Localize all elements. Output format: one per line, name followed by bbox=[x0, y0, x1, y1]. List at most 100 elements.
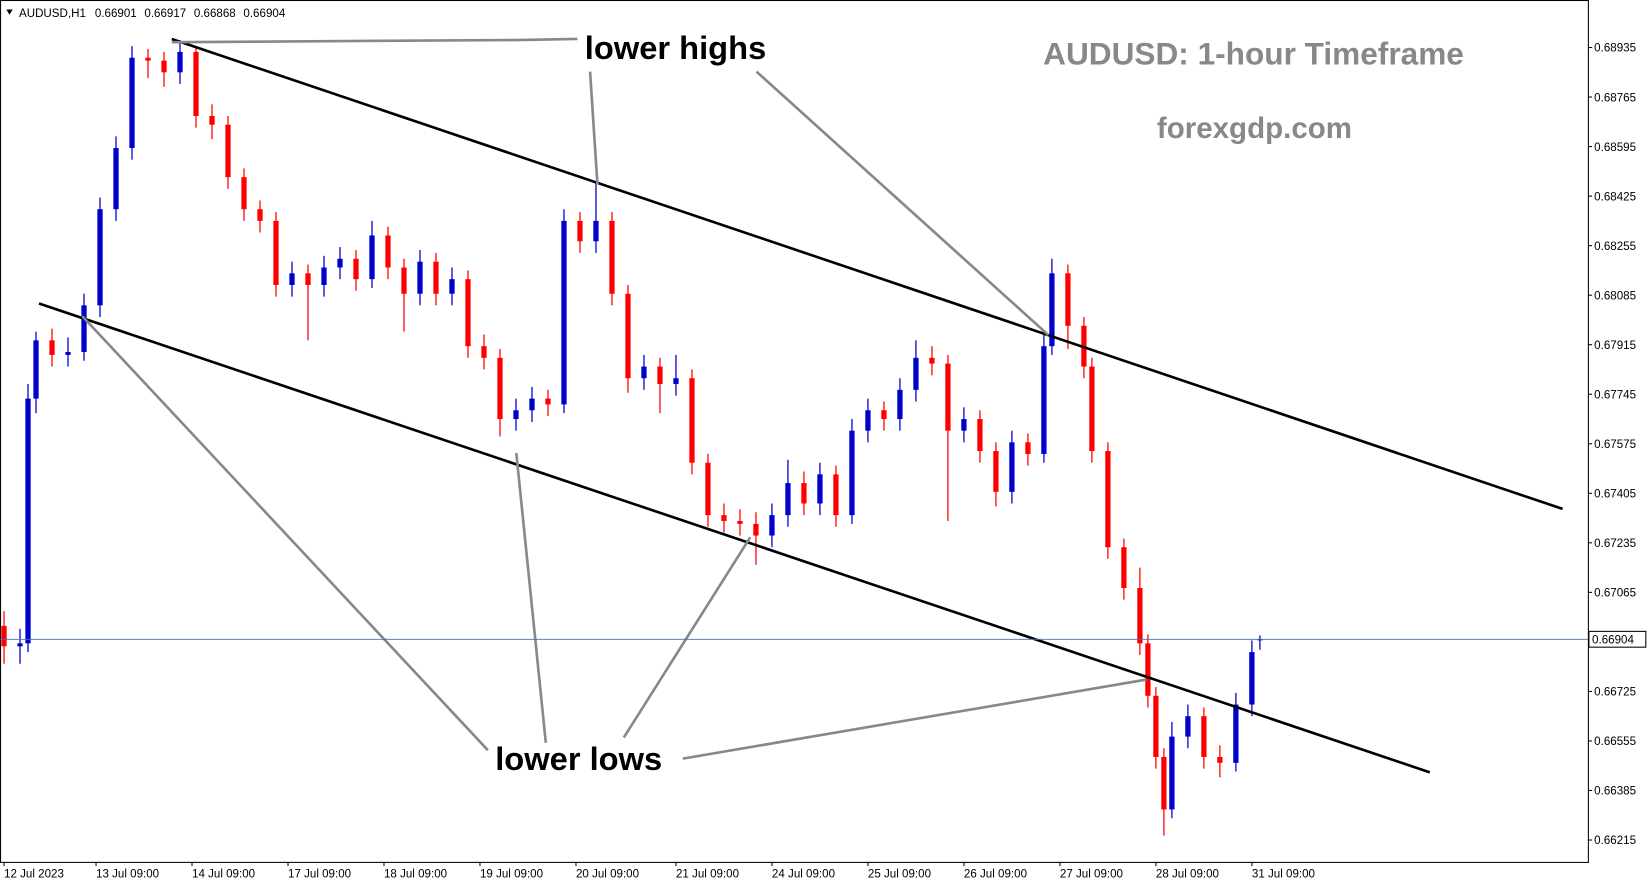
candle-body bbox=[177, 51, 183, 73]
header-open: 0.66901 bbox=[95, 8, 137, 20]
y-tick-label: 0.66215 bbox=[1594, 835, 1636, 847]
pointer-line bbox=[755, 70, 1050, 337]
candle-body bbox=[1025, 442, 1031, 454]
y-tick-label: 0.67915 bbox=[1594, 340, 1636, 352]
candle-body bbox=[81, 305, 87, 352]
candle-body bbox=[577, 220, 583, 242]
y-tick-label: 0.67065 bbox=[1594, 588, 1636, 600]
pointer-line bbox=[622, 536, 752, 739]
candle-body bbox=[513, 410, 519, 420]
candle-body bbox=[641, 366, 647, 379]
candle-body bbox=[849, 430, 855, 516]
candle-body bbox=[801, 483, 807, 504]
candle-body bbox=[209, 115, 215, 125]
candle-body bbox=[465, 279, 471, 347]
candle-body bbox=[385, 235, 391, 268]
pointer-line bbox=[588, 71, 599, 185]
candle-body bbox=[817, 474, 823, 504]
candle-body bbox=[961, 419, 967, 431]
candle-body bbox=[673, 378, 679, 385]
annotation: lower highs bbox=[585, 29, 766, 66]
candle-body bbox=[1, 625, 7, 647]
candle-body bbox=[129, 57, 135, 149]
candle-body bbox=[705, 462, 711, 516]
upper-trendline bbox=[171, 37, 1563, 511]
candle-body bbox=[1105, 451, 1111, 548]
pointer-line bbox=[81, 315, 489, 752]
y-tick-label: 0.68255 bbox=[1594, 241, 1636, 253]
x-tick-label: 12 Jul 2023 bbox=[4, 869, 64, 881]
header-high: 0.66917 bbox=[144, 8, 186, 20]
x-tick-label: 28 Jul 09:00 bbox=[1156, 869, 1219, 881]
candle-body bbox=[337, 258, 343, 268]
x-tick-label: 25 Jul 09:00 bbox=[868, 869, 931, 881]
y-tick-label: 0.66555 bbox=[1594, 736, 1636, 748]
x-tick-label: 27 Jul 09:00 bbox=[1060, 869, 1123, 881]
y-tick-label: 0.68935 bbox=[1594, 43, 1636, 55]
candle-body bbox=[289, 273, 295, 285]
candle-body bbox=[1009, 442, 1015, 492]
y-tick-label: 0.67745 bbox=[1594, 389, 1636, 401]
candle-body bbox=[993, 451, 999, 492]
candle-body bbox=[1233, 704, 1239, 763]
candle-body bbox=[417, 261, 423, 294]
plot-frame bbox=[0, 0, 1589, 863]
chart-subtitle: forexgdp.com bbox=[1157, 112, 1352, 145]
candle-body bbox=[1153, 695, 1159, 757]
chart-title: AUDUSD: 1-hour Timeframe bbox=[1043, 35, 1464, 71]
x-tick-label: 26 Jul 09:00 bbox=[964, 869, 1027, 881]
annotation: lower lows bbox=[495, 740, 662, 777]
candle-body bbox=[865, 410, 871, 431]
candle-body bbox=[257, 209, 263, 221]
candle-body bbox=[353, 258, 359, 280]
candle-body bbox=[593, 220, 599, 242]
candle-body bbox=[1041, 346, 1047, 454]
candle-body bbox=[769, 515, 775, 536]
candle-body bbox=[929, 357, 935, 364]
x-tick-label: 19 Jul 09:00 bbox=[480, 869, 543, 881]
pointer-line bbox=[515, 452, 548, 743]
x-tick-label: 21 Jul 09:00 bbox=[676, 869, 739, 881]
candle-body bbox=[1161, 756, 1167, 810]
current-price-label: 0.66904 bbox=[1592, 634, 1634, 646]
candle-body bbox=[449, 279, 455, 294]
symbol: AUDUSD,H1 bbox=[19, 8, 86, 20]
candle-body bbox=[433, 261, 439, 294]
y-tick-label: 0.68085 bbox=[1594, 290, 1636, 302]
candle-body bbox=[1145, 643, 1151, 696]
candle-body bbox=[161, 60, 167, 73]
candle-body bbox=[785, 483, 791, 516]
candle-body bbox=[897, 389, 903, 420]
candle-body bbox=[33, 340, 39, 399]
candle-body bbox=[145, 57, 151, 61]
candle-body bbox=[481, 346, 487, 358]
candle-body bbox=[625, 293, 631, 379]
y-tick-label: 0.67235 bbox=[1594, 538, 1636, 550]
candle-body bbox=[689, 378, 695, 463]
candle-body bbox=[321, 267, 327, 285]
header-close: 0.66904 bbox=[243, 8, 285, 20]
candle-body bbox=[497, 357, 503, 420]
candle-body bbox=[49, 340, 55, 355]
x-tick-label: 31 Jul 09:00 bbox=[1252, 869, 1315, 881]
x-tick-label: 20 Jul 09:00 bbox=[576, 869, 639, 881]
candle-body bbox=[913, 357, 919, 390]
lower-trendline bbox=[38, 302, 1431, 774]
y-tick-label: 0.68595 bbox=[1594, 142, 1636, 154]
x-tick-label: 18 Jul 09:00 bbox=[384, 869, 447, 881]
candle-body bbox=[1065, 273, 1071, 326]
candle-body bbox=[25, 398, 31, 644]
candle-body bbox=[561, 220, 567, 405]
candle-body bbox=[97, 209, 103, 306]
candle-body bbox=[1049, 273, 1055, 347]
candle-body bbox=[305, 273, 311, 285]
candle-body bbox=[401, 267, 407, 294]
candle-body bbox=[977, 419, 983, 452]
candle-body bbox=[1169, 736, 1175, 810]
header-arrow bbox=[6, 9, 13, 15]
candle-body bbox=[193, 51, 199, 116]
x-tick-label: 24 Jul 09:00 bbox=[772, 869, 835, 881]
candles bbox=[1, 40, 1263, 836]
